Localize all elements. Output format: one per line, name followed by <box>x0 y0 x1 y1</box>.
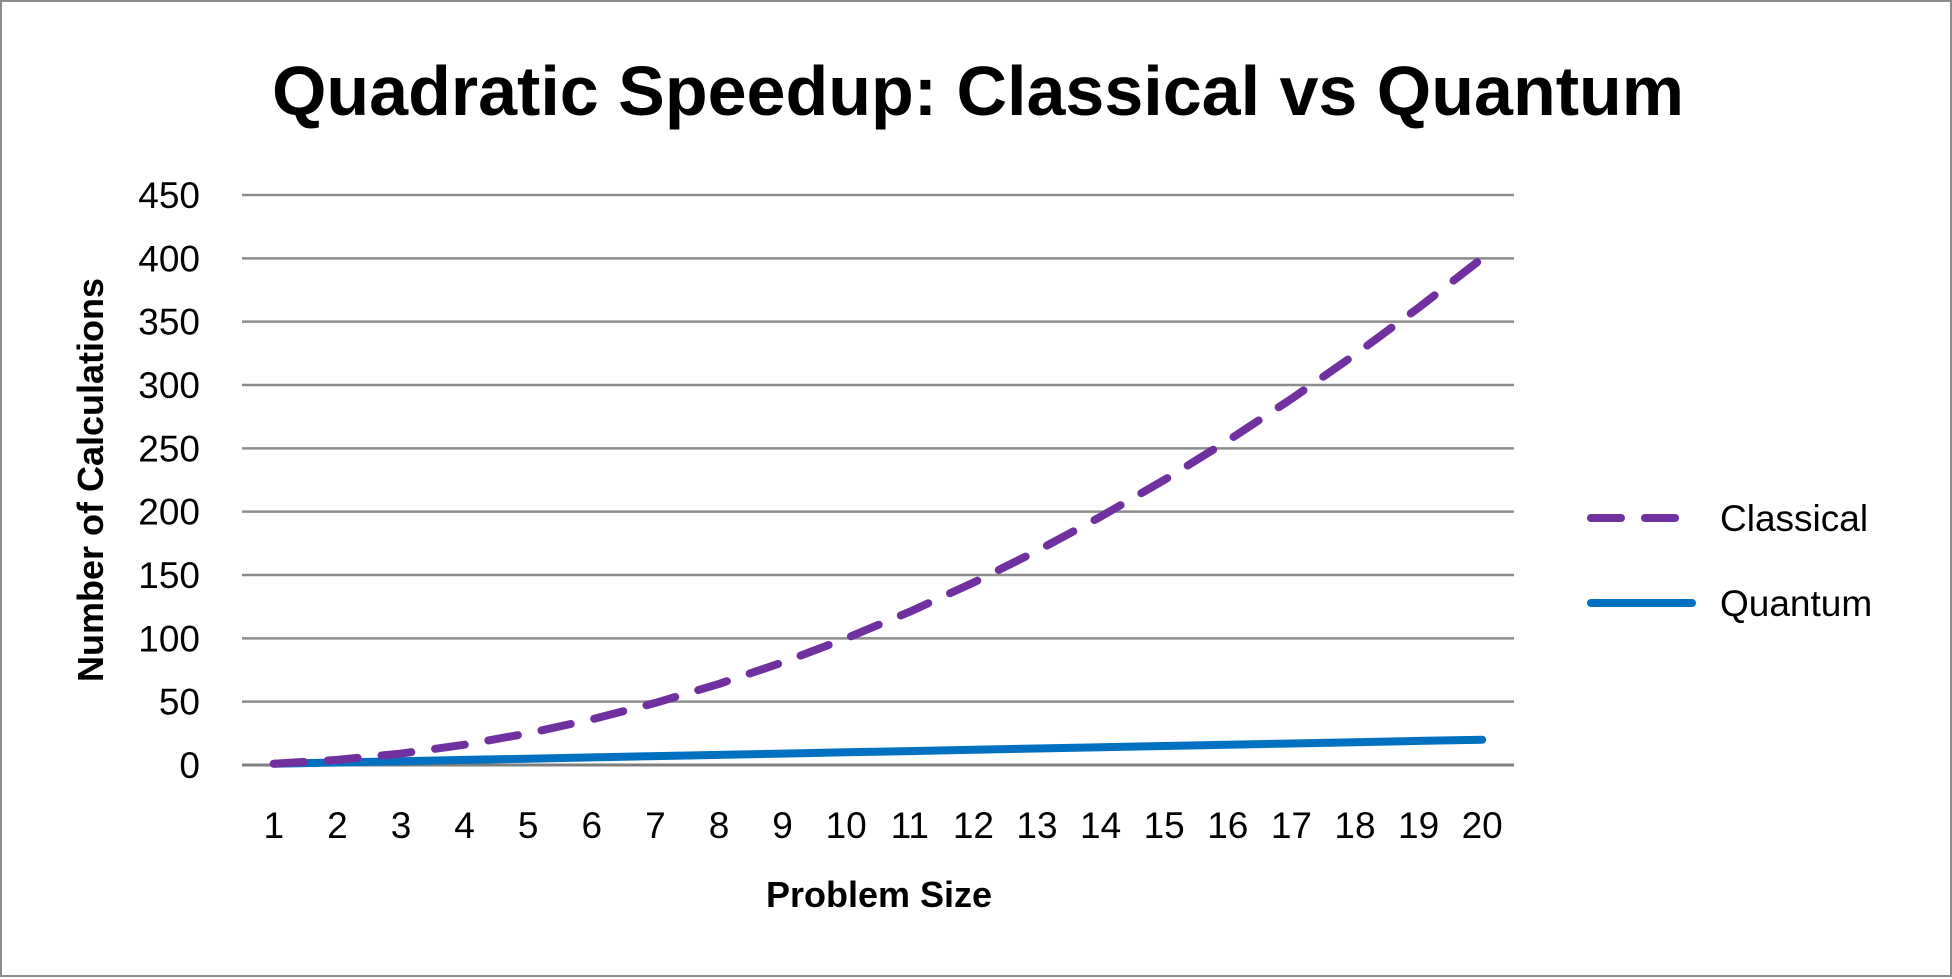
x-tick-label: 2 <box>327 805 348 846</box>
x-tick-label: 16 <box>1207 805 1248 846</box>
x-tick-label: 1 <box>264 805 285 846</box>
series-line-classical <box>269 254 1487 768</box>
x-axis-label: Problem Size <box>766 874 992 915</box>
x-tick-label: 9 <box>772 805 793 846</box>
y-tick-label: 350 <box>138 302 200 343</box>
x-tick-label: 17 <box>1271 805 1312 846</box>
y-axis-ticks: 0 50 100 150 200 250 300 350 400 450 <box>138 175 200 786</box>
series-lines <box>269 254 1487 768</box>
series-line-quantum <box>269 735 1487 768</box>
legend-label-classical: Classical <box>1720 498 1868 539</box>
x-tick-label: 19 <box>1398 805 1439 846</box>
x-tick-label: 10 <box>826 805 867 846</box>
y-tick-label: 450 <box>138 175 200 216</box>
x-tick-label: 12 <box>953 805 994 846</box>
chart-title: Quadratic Speedup: Classical vs Quantum <box>272 52 1684 130</box>
x-tick-label: 13 <box>1016 805 1057 846</box>
y-tick-label: 0 <box>179 745 200 786</box>
x-tick-label: 6 <box>582 805 603 846</box>
y-tick-label: 150 <box>138 555 200 596</box>
x-axis-ticks: 1 2 3 4 5 6 7 8 9 10 11 12 13 14 15 16 17 18 19 20 <box>264 805 1503 846</box>
x-tick-label: 5 <box>518 805 539 846</box>
legend-label-quantum: Quantum <box>1720 583 1872 624</box>
y-axis-label: Number of Calculations <box>70 278 111 682</box>
x-tick-label: 7 <box>645 805 666 846</box>
gridlines <box>242 193 1514 767</box>
y-tick-label: 200 <box>138 492 200 533</box>
y-tick-label: 400 <box>138 238 200 279</box>
x-tick-label: 15 <box>1144 805 1185 846</box>
y-tick-label: 300 <box>138 365 200 406</box>
x-tick-label: 4 <box>454 805 475 846</box>
y-tick-label: 50 <box>159 682 200 723</box>
x-tick-label: 11 <box>891 805 929 846</box>
y-tick-label: 100 <box>138 618 200 659</box>
y-tick-label: 250 <box>138 428 200 469</box>
x-tick-label: 20 <box>1462 805 1503 846</box>
x-tick-label: 8 <box>709 805 730 846</box>
x-tick-label: 14 <box>1080 805 1121 846</box>
legend: Classical Quantum <box>1587 498 1872 624</box>
x-tick-label: 3 <box>391 805 412 846</box>
x-tick-label: 18 <box>1334 805 1375 846</box>
